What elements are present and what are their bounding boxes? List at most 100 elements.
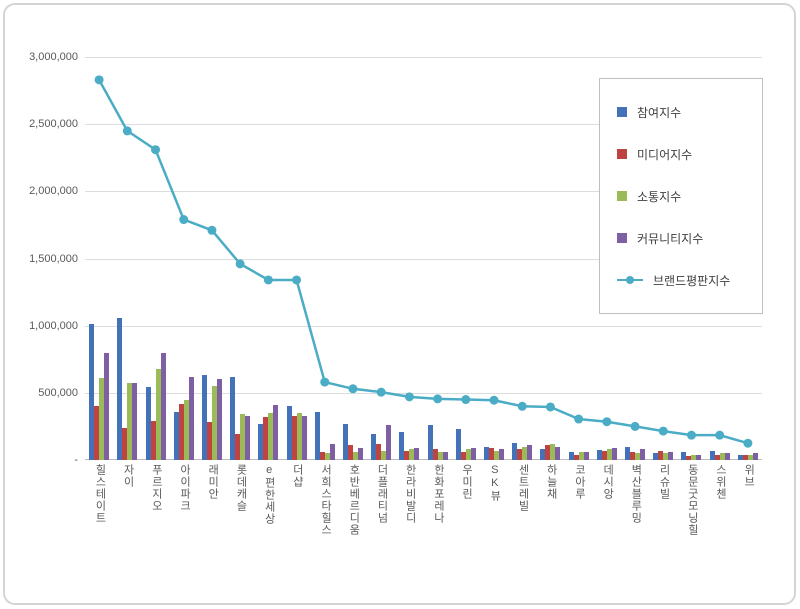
x-tick-label: 더플래티넘 (367, 464, 395, 524)
bar (635, 453, 641, 460)
bar (160, 352, 166, 460)
bar (127, 383, 133, 460)
line-point (348, 384, 358, 394)
x-tick-label-text: 코아루 (573, 464, 586, 500)
x-tick-label-text: 한라비발디 (404, 464, 417, 524)
bar-group (452, 57, 480, 460)
legend-label: 참여지수 (637, 105, 682, 120)
bar (747, 454, 753, 460)
line-point (179, 215, 189, 225)
bar-group (311, 57, 339, 460)
line-point (94, 75, 104, 85)
line-point (207, 225, 217, 235)
bar (522, 446, 528, 460)
bar (324, 453, 330, 460)
bar (211, 386, 217, 460)
bar (347, 445, 353, 460)
bar (201, 375, 207, 460)
legend-line-marker (617, 275, 643, 285)
bar (155, 368, 161, 460)
x-tick-label: SK뷰 (480, 464, 508, 502)
bar (696, 454, 702, 460)
bar (296, 412, 302, 460)
line-point (433, 394, 443, 404)
legend-swatch (617, 233, 627, 243)
y-axis: - 500,000 1,000,000 1,500,000 2,000,000 2,500… (0, 51, 78, 466)
x-tick-label: 코아루 (565, 464, 593, 500)
bar (596, 449, 602, 460)
x-tick-label-text: 힐스테이트 (93, 464, 106, 524)
x-tick-label: 한라비발디 (395, 464, 423, 524)
line-point (658, 426, 668, 436)
bar (611, 447, 617, 460)
gridline (85, 191, 762, 193)
bar (724, 453, 730, 460)
line-point (122, 126, 132, 136)
x-tick-label: 자이 (113, 464, 141, 488)
bar (681, 451, 687, 460)
bar-group (480, 57, 508, 460)
bar (99, 378, 105, 460)
x-tick-label: e편한세상 (254, 464, 282, 525)
bar-group (621, 57, 649, 460)
bar (381, 450, 387, 460)
x-tick-label-text: 데시앙 (601, 464, 614, 500)
x-tick-label: 롯데캐슬 (226, 464, 254, 512)
bar (268, 412, 274, 460)
bar (583, 451, 589, 460)
bar (640, 449, 646, 460)
bar-group (649, 57, 677, 460)
bar (573, 454, 579, 460)
bar (719, 453, 725, 460)
x-tick-label: 서희스타힐스 (311, 464, 339, 536)
x-tick-label: 더샵 (282, 464, 310, 488)
x-tick-label-text: 래미안 (206, 464, 219, 500)
x-tick-label-text: 벽산블루밍 (629, 464, 642, 524)
x-tick-label: 힐스테이트 (85, 464, 113, 524)
bar (484, 446, 489, 460)
bar-group (141, 57, 169, 460)
bar (442, 451, 448, 460)
line-point (517, 401, 527, 411)
x-tick-label-text: 우미린 (460, 464, 473, 500)
line-point (574, 414, 584, 424)
bar-group (734, 57, 762, 460)
y-tick-label: 1,500,000 (29, 252, 78, 265)
bar-group (282, 57, 310, 460)
x-tick-label: 센트레빌 (508, 464, 536, 512)
x-tick-label: 데시앙 (593, 464, 621, 500)
bar (301, 415, 307, 460)
y-tick-label: 3,000,000 (29, 51, 78, 63)
legend-label: 미디어지수 (637, 147, 693, 162)
bar (188, 376, 194, 460)
line-point (151, 145, 161, 155)
line-point (461, 395, 471, 405)
bar (668, 451, 674, 460)
y-tick-label: 2,000,000 (29, 185, 78, 198)
x-tick-label: 우미린 (452, 464, 480, 500)
line-point (715, 430, 725, 440)
gridline (85, 57, 762, 58)
bar (183, 399, 189, 460)
bar (550, 443, 556, 460)
bar (686, 455, 692, 460)
bar (540, 449, 546, 460)
bar (625, 446, 631, 460)
x-tick-label-text: 더플래티넘 (375, 464, 388, 524)
x-tick-label-text: 리슈빌 (658, 464, 671, 500)
bar (470, 447, 476, 460)
bar (527, 445, 533, 460)
line-point (263, 275, 273, 285)
bar (737, 454, 743, 460)
bar (427, 425, 433, 460)
bar-group (170, 57, 198, 460)
legend-item: 브랜드평판지수 (600, 259, 762, 301)
line-series-layer (94, 75, 753, 448)
x-tick-label-text: 하늘채 (545, 464, 558, 500)
line-point (489, 395, 499, 405)
bar-group (113, 57, 141, 460)
bar (240, 414, 246, 460)
x-tick-label: 호반베르디움 (339, 464, 367, 536)
x-tick-label-text: 더샵 (291, 464, 304, 488)
legend-item: 미디어지수 (600, 133, 762, 175)
